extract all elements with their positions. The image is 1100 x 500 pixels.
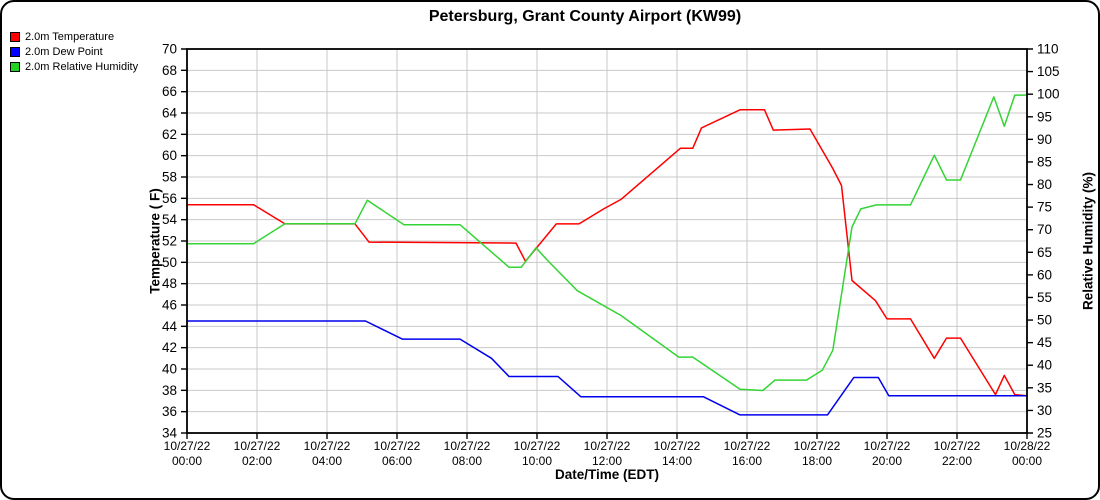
svg-text:10/27/22: 10/27/22: [444, 439, 491, 453]
svg-text:10/27/22: 10/27/22: [584, 439, 631, 453]
svg-text:14:00: 14:00: [662, 454, 692, 468]
x-axis-title: Date/Time (EDT): [554, 467, 660, 482]
legend-item-relative-humidity: 2.0m Relative Humidity: [10, 59, 138, 74]
chart-title: Petersburg, Grant County Airport (KW99): [428, 8, 742, 25]
svg-text:10/28/22: 10/28/22: [1004, 439, 1051, 453]
svg-text:100: 100: [1037, 87, 1060, 102]
svg-text:10/27/22: 10/27/22: [374, 439, 421, 453]
svg-text:55: 55: [1037, 290, 1052, 305]
svg-text:58: 58: [162, 170, 177, 185]
svg-text:42: 42: [162, 340, 177, 355]
svg-text:25: 25: [1037, 426, 1052, 441]
svg-text:60: 60: [162, 148, 177, 163]
svg-text:18:00: 18:00: [802, 454, 832, 468]
svg-text:66: 66: [162, 84, 177, 99]
legend-label-relative-humidity: 2.0m Relative Humidity: [25, 60, 139, 73]
legend: 2.0m Temperature 2.0m Dew Point 2.0m Rel…: [10, 29, 138, 74]
svg-text:48: 48: [162, 276, 177, 291]
svg-text:16:00: 16:00: [732, 454, 762, 468]
svg-text:20:00: 20:00: [872, 454, 902, 468]
gridlines: [186, 48, 1028, 434]
relative-humidity-swatch-icon: [10, 61, 20, 72]
svg-text:10/27/22: 10/27/22: [654, 439, 701, 453]
svg-text:44: 44: [162, 319, 178, 334]
legend-label-temperature: 2.0m Temperature: [25, 30, 115, 43]
svg-text:08:00: 08:00: [452, 454, 482, 468]
axis-ticks: [181, 48, 1033, 439]
svg-text:10/27/22: 10/27/22: [864, 439, 911, 453]
svg-text:10/27/22: 10/27/22: [934, 439, 981, 453]
legend-label-dew-point: 2.0m Dew Point: [25, 45, 103, 58]
svg-text:38: 38: [162, 383, 177, 398]
svg-text:50: 50: [1037, 313, 1052, 328]
svg-text:52: 52: [162, 234, 177, 249]
svg-text:02:00: 02:00: [242, 454, 272, 468]
svg-text:56: 56: [162, 191, 177, 206]
svg-text:65: 65: [1037, 245, 1052, 260]
series-line-2-0m-dew-point: [186, 320, 1028, 416]
temperature-swatch-icon: [10, 31, 20, 42]
svg-text:68: 68: [162, 63, 177, 78]
svg-text:34: 34: [162, 426, 178, 441]
svg-text:04:00: 04:00: [312, 454, 342, 468]
svg-text:70: 70: [162, 42, 177, 57]
svg-text:70: 70: [1037, 222, 1052, 237]
svg-text:85: 85: [1037, 154, 1052, 169]
svg-text:06:00: 06:00: [382, 454, 412, 468]
legend-item-temperature: 2.0m Temperature: [10, 29, 138, 44]
svg-text:10/27/22: 10/27/22: [234, 439, 281, 453]
svg-text:62: 62: [162, 127, 177, 142]
svg-text:00:00: 00:00: [1012, 454, 1042, 468]
tick-labels: 34 36 38 40 42 44 46 48 50 52 54 56 58 60 62 64 66 68 70 25…: [162, 42, 1060, 469]
svg-text:40: 40: [1037, 358, 1052, 373]
svg-text:105: 105: [1037, 64, 1060, 79]
series-line-2-0m-temperature: [186, 109, 1028, 397]
series-line-2-0m-relative-humidity: [186, 94, 1028, 392]
dew-point-swatch-icon: [10, 46, 20, 57]
svg-text:30: 30: [1037, 403, 1052, 418]
svg-text:110: 110: [1037, 42, 1059, 57]
svg-text:95: 95: [1037, 109, 1052, 124]
svg-text:50: 50: [162, 255, 177, 270]
svg-text:12:00: 12:00: [592, 454, 622, 468]
svg-text:90: 90: [1037, 132, 1052, 147]
svg-text:80: 80: [1037, 177, 1052, 192]
svg-text:10/27/22: 10/27/22: [724, 439, 771, 453]
svg-text:35: 35: [1037, 380, 1052, 395]
svg-text:46: 46: [162, 298, 177, 313]
svg-text:00:00: 00:00: [172, 454, 202, 468]
svg-text:60: 60: [1037, 267, 1052, 282]
svg-text:10/27/22: 10/27/22: [304, 439, 351, 453]
svg-text:22:00: 22:00: [942, 454, 972, 468]
svg-text:10:00: 10:00: [522, 454, 552, 468]
svg-text:10/27/22: 10/27/22: [794, 439, 841, 453]
svg-text:10/27/22: 10/27/22: [164, 439, 211, 453]
svg-text:36: 36: [162, 404, 177, 419]
svg-text:64: 64: [162, 106, 178, 121]
svg-text:45: 45: [1037, 335, 1052, 350]
legend-item-dew-point: 2.0m Dew Point: [10, 44, 138, 59]
svg-text:10/27/22: 10/27/22: [514, 439, 561, 453]
svg-text:75: 75: [1037, 200, 1052, 215]
svg-text:54: 54: [162, 212, 178, 227]
svg-text:40: 40: [162, 362, 177, 377]
